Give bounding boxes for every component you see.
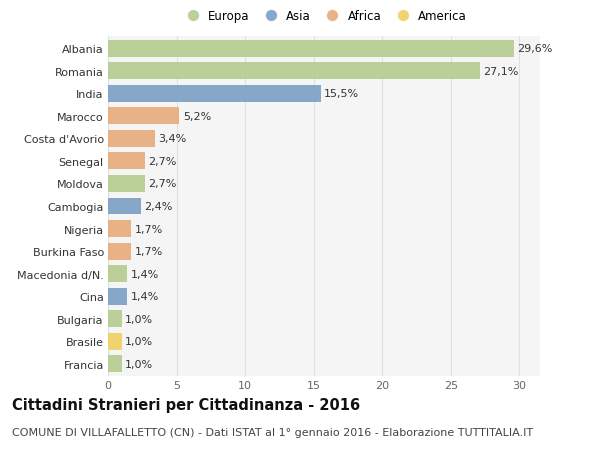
Text: COMUNE DI VILLAFALLETTO (CN) - Dati ISTAT al 1° gennaio 2016 - Elaborazione TUTT: COMUNE DI VILLAFALLETTO (CN) - Dati ISTA… (12, 427, 533, 437)
Text: 1,0%: 1,0% (125, 359, 153, 369)
Bar (108, 198, 141, 215)
Text: 2,7%: 2,7% (148, 157, 177, 167)
Text: 29,6%: 29,6% (517, 44, 553, 54)
Text: Cittadini Stranieri per Cittadinanza - 2016: Cittadini Stranieri per Cittadinanza - 2… (12, 397, 360, 412)
Bar (108, 288, 127, 305)
Bar (108, 333, 122, 350)
Bar (108, 153, 145, 170)
Text: 15,5%: 15,5% (324, 89, 359, 99)
Text: 3,4%: 3,4% (158, 134, 187, 144)
Text: 1,0%: 1,0% (125, 336, 153, 347)
Text: 1,4%: 1,4% (131, 269, 159, 279)
Text: 2,4%: 2,4% (145, 202, 173, 212)
Bar (108, 176, 145, 192)
Bar (108, 243, 131, 260)
Bar (108, 131, 155, 147)
Bar (108, 221, 131, 237)
Bar (108, 108, 179, 125)
Legend: Europa, Asia, Africa, America: Europa, Asia, Africa, America (176, 5, 472, 28)
Text: 1,7%: 1,7% (135, 246, 163, 257)
Bar (108, 266, 127, 282)
Bar (108, 356, 122, 372)
Text: 2,7%: 2,7% (148, 179, 177, 189)
Bar (108, 86, 320, 102)
Text: 1,4%: 1,4% (131, 291, 159, 302)
Text: 27,1%: 27,1% (483, 67, 518, 77)
Bar (108, 311, 122, 327)
Text: 1,0%: 1,0% (125, 314, 153, 324)
Bar (108, 63, 479, 80)
Text: 1,7%: 1,7% (135, 224, 163, 234)
Text: 5,2%: 5,2% (183, 112, 211, 122)
Bar (108, 41, 514, 57)
